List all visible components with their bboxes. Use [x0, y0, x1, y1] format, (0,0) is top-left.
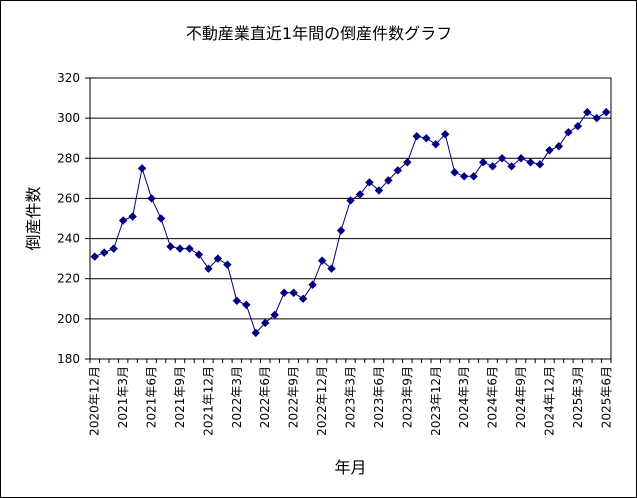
data-point — [469, 172, 478, 181]
data-point — [166, 242, 175, 251]
data-point — [412, 132, 422, 141]
x-tick-label: 2020年12月 — [88, 366, 102, 436]
data-point — [251, 328, 260, 338]
chart-title: 不動産業直近1年間の倒産件数グラフ — [186, 24, 452, 43]
y-tick-label: 180 — [57, 352, 80, 366]
x-tick-label: 2024年9月 — [514, 366, 528, 428]
x-tick-label: 2021年12月 — [201, 366, 215, 436]
x-tick-label: 2023年12月 — [429, 366, 443, 436]
data-point — [118, 216, 128, 225]
x-tick-label: 2022年9月 — [287, 366, 301, 428]
data-point — [526, 158, 535, 167]
series-line — [94, 111, 607, 334]
data-point — [128, 212, 137, 221]
x-tick-label: 2022年3月 — [230, 366, 244, 428]
plot-area — [89, 77, 612, 360]
data-point — [564, 127, 573, 137]
data-point — [185, 244, 194, 253]
data-point — [100, 248, 109, 257]
data-point — [223, 260, 232, 269]
x-tick-label: 2024年3月 — [457, 366, 471, 428]
data-point — [497, 154, 507, 163]
y-tick-label: 320 — [57, 71, 80, 85]
data-point — [384, 176, 393, 185]
y-tick-label: 220 — [57, 272, 80, 286]
data-point — [422, 134, 431, 143]
data-point — [355, 190, 365, 199]
data-point — [403, 158, 412, 167]
x-tick-label: 2025年6月 — [599, 366, 613, 428]
data-point — [137, 164, 147, 173]
x-tick-label: 2021年9月 — [173, 366, 187, 428]
data-point — [156, 214, 166, 223]
data-point — [261, 318, 270, 328]
x-tick-label: 2025年3月 — [571, 366, 585, 428]
data-point — [242, 300, 251, 310]
data-point — [289, 288, 298, 297]
data-point — [327, 264, 336, 273]
data-point — [194, 250, 204, 259]
y-tick-label: 240 — [57, 232, 80, 246]
data-point — [535, 160, 545, 169]
data-point — [204, 264, 213, 273]
y-tick-label: 300 — [57, 111, 80, 125]
data-point — [545, 146, 554, 155]
x-tick-label: 2023年9月 — [400, 366, 414, 428]
data-point — [573, 121, 583, 131]
x-axis-title: 年月 — [334, 458, 366, 477]
y-axis-ticks: 180 200 220 240 260 280 300 320 — [57, 71, 90, 366]
data-point — [441, 129, 450, 139]
data-point — [365, 178, 374, 187]
x-tick-label: 2023年3月 — [344, 366, 358, 428]
x-tick-label: 2023年6月 — [372, 366, 386, 428]
data-point — [602, 107, 611, 117]
data-point — [279, 288, 289, 297]
data-point — [488, 162, 497, 171]
data-point — [308, 280, 317, 289]
x-tick-label: 2024年12月 — [542, 366, 556, 436]
x-tick-label: 2022年12月 — [315, 366, 329, 436]
y-axis-title: 倒産件数 — [24, 186, 43, 250]
data-point — [459, 172, 469, 181]
data-point — [583, 107, 592, 117]
y-tick-label: 200 — [57, 312, 80, 326]
data-point — [478, 158, 488, 167]
data-point — [336, 226, 346, 235]
data-point — [109, 244, 118, 253]
data-point — [592, 113, 601, 123]
data-point — [90, 252, 99, 261]
data-point — [270, 310, 279, 320]
data-point — [147, 194, 156, 203]
x-tick-label: 2021年6月 — [145, 366, 159, 428]
data-point — [554, 142, 564, 151]
x-tick-label: 2021年3月 — [116, 366, 130, 428]
x-tick-label: 2022年6月 — [258, 366, 272, 428]
data-point — [175, 244, 185, 253]
y-tick-label: 280 — [57, 151, 80, 165]
data-point — [213, 254, 223, 263]
data-markers — [90, 107, 611, 338]
y-tick-label: 260 — [57, 191, 80, 205]
data-point — [507, 162, 516, 171]
data-point — [431, 140, 440, 149]
data-point — [232, 296, 242, 305]
data-point — [450, 168, 459, 177]
data-point — [346, 196, 355, 205]
grid-lines — [90, 117, 611, 320]
data-point — [374, 186, 384, 195]
x-axis-ticks: 2020年12月 2021年3月 2021年6月 2021年9月 2021年12月 202… — [88, 359, 613, 436]
data-point — [317, 256, 327, 265]
data-point — [516, 154, 526, 163]
data-point — [298, 294, 308, 303]
data-point — [393, 166, 403, 175]
x-tick-label: 2024年6月 — [486, 366, 500, 428]
